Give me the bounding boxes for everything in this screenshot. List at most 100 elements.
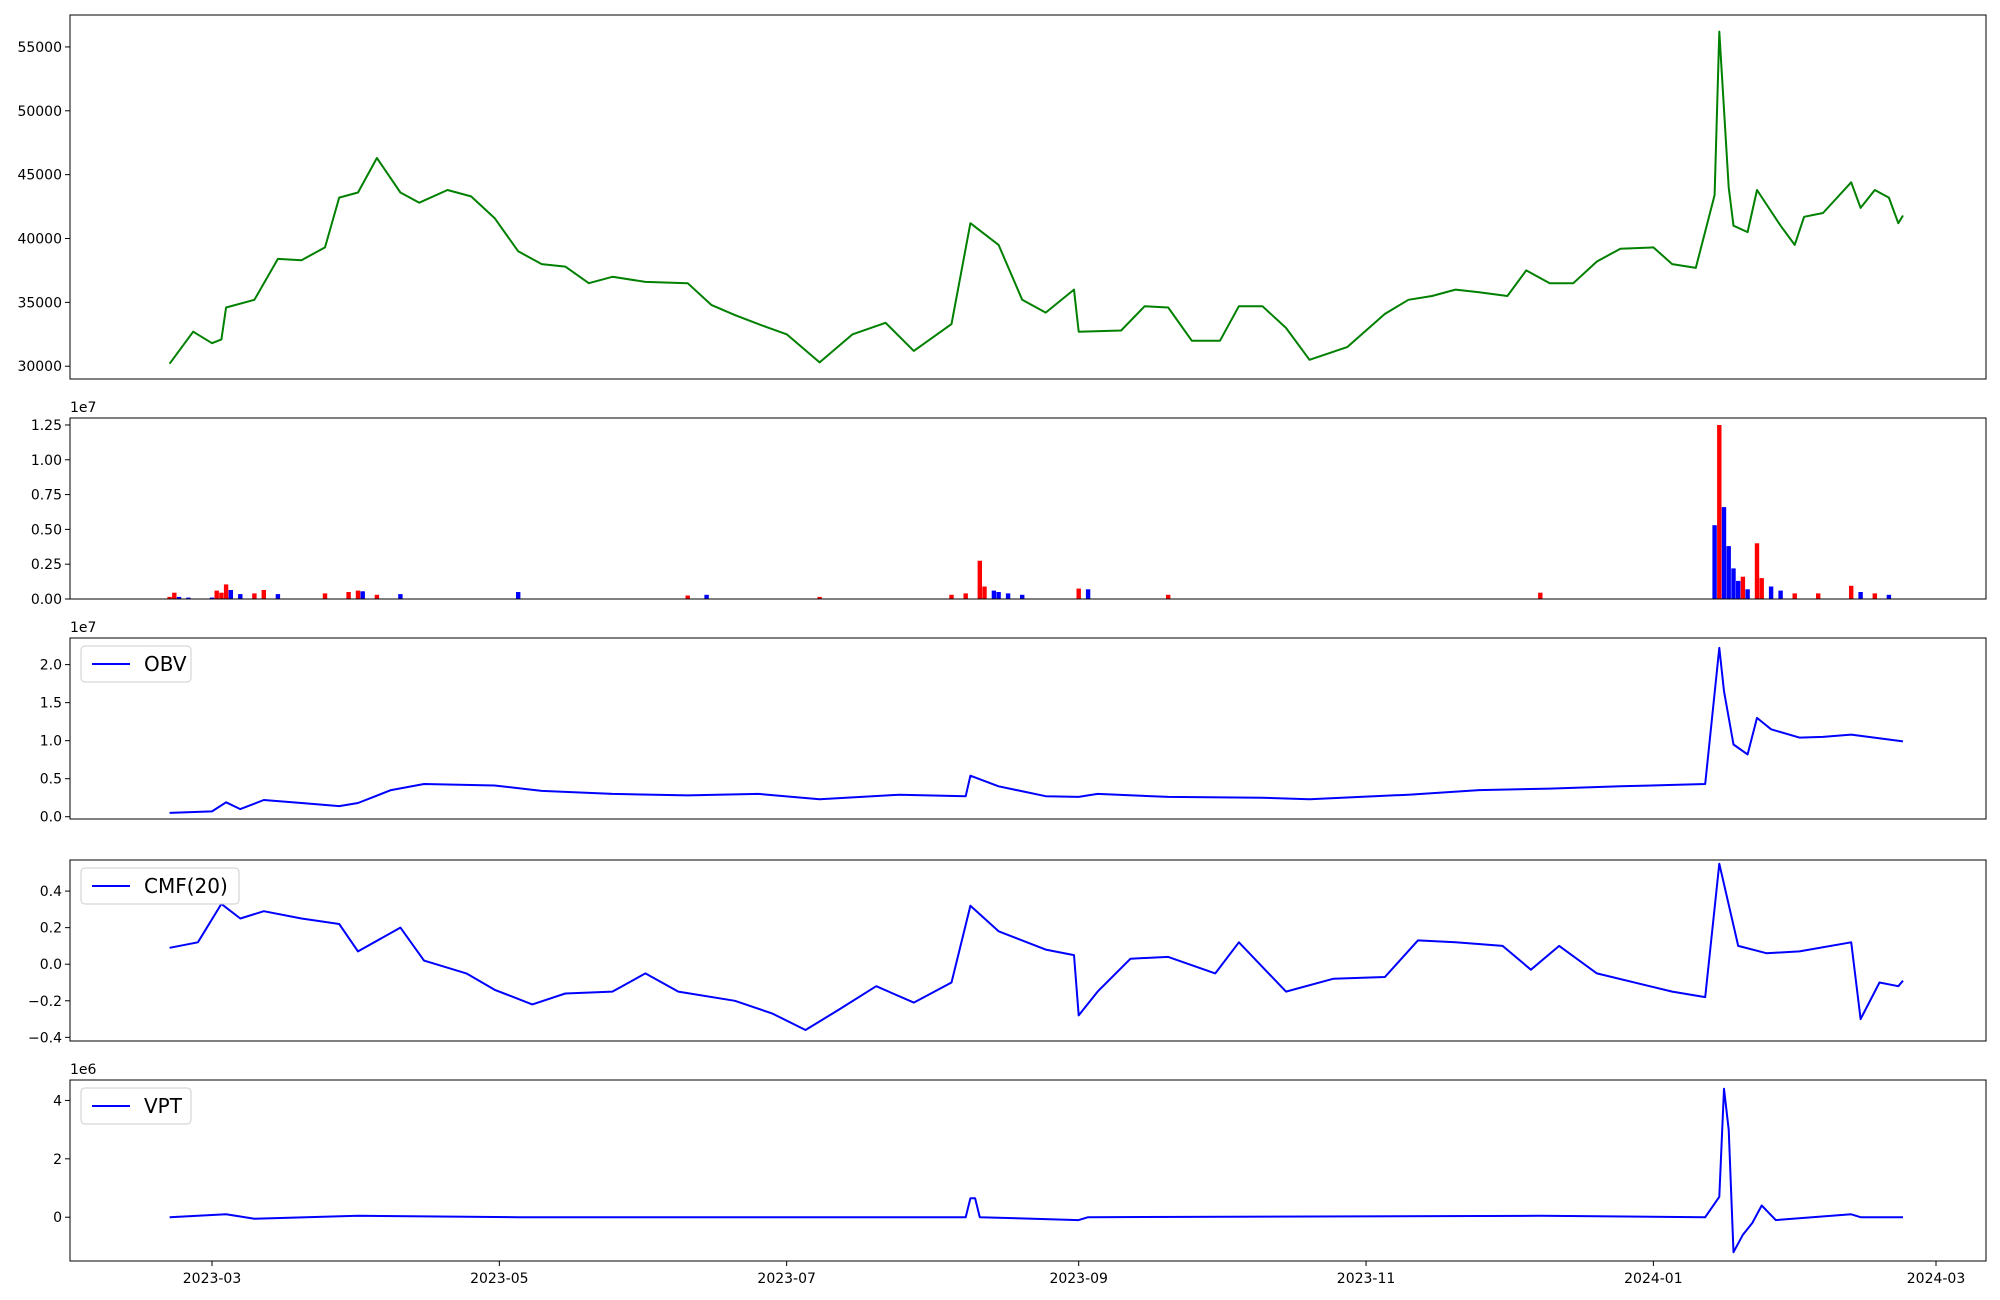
price-point [400, 192, 401, 193]
price-point [1022, 299, 1023, 300]
vpt-axis-exponent: 1e6 [70, 1062, 97, 1078]
vpt-point [965, 1217, 966, 1218]
obv-point [1771, 729, 1772, 730]
price-point [447, 189, 448, 190]
volume-bar [1538, 592, 1543, 599]
obv-point [998, 786, 999, 787]
volume-bar [982, 586, 987, 599]
cmf-point [970, 905, 971, 906]
volume-bar [1736, 580, 1741, 599]
volume-bar [991, 590, 997, 599]
cmf-point [612, 991, 613, 992]
volume-bar [977, 560, 982, 599]
cmf-ytick-label: 0.4 [40, 884, 62, 900]
cmf-point [197, 942, 198, 943]
obv-point [1733, 744, 1734, 745]
cmf-point [1860, 1019, 1861, 1020]
vpt-point [169, 1217, 170, 1218]
cmf-point [1285, 991, 1286, 992]
price-point [169, 363, 170, 364]
vpt-point [1723, 1088, 1724, 1089]
obv-point [390, 790, 391, 791]
obv-point [687, 795, 688, 796]
obv-legend-label: OBV [144, 652, 187, 676]
price-point [885, 322, 886, 323]
panel-price-plot [168, 30, 1904, 365]
vpt-point [518, 1217, 519, 1218]
obv-point [612, 793, 613, 794]
cmf-point [1417, 940, 1418, 941]
volume-bar [1085, 589, 1091, 599]
price-point [254, 299, 255, 300]
cmf-point [357, 951, 358, 952]
obv-point [1705, 783, 1706, 784]
price-point [1549, 283, 1550, 284]
vpt-point [1902, 1217, 1903, 1218]
obv-ytick-label: 1.5 [40, 696, 62, 712]
volume-bar [238, 594, 243, 599]
obv-axis-exponent: 1e7 [70, 620, 96, 636]
cmf-point [1738, 945, 1739, 946]
price-point [1728, 187, 1729, 188]
price-point [193, 331, 194, 332]
volume-bar [172, 592, 177, 599]
cmf-point [1238, 942, 1239, 943]
cmf-point [678, 991, 679, 992]
volume-bar [1717, 425, 1722, 599]
obv-legend-box [80, 645, 192, 683]
price-point [541, 264, 542, 265]
price-point [1045, 312, 1046, 313]
cmf-point [1879, 982, 1880, 983]
obv-point [1309, 799, 1310, 800]
cmf-point [1384, 976, 1385, 977]
obv-point [226, 802, 227, 803]
price-point [1384, 313, 1385, 314]
volume-bar [346, 592, 351, 599]
plot-layer [167, 30, 1904, 1254]
obv-point [1262, 797, 1263, 798]
panel-obv-plot [169, 646, 1904, 814]
volume-bar [1076, 588, 1081, 599]
price-point [913, 350, 914, 351]
cmf-point [263, 911, 264, 912]
volume-bar [167, 596, 172, 599]
cmf-point [240, 918, 241, 919]
vpt-point [1775, 1220, 1776, 1221]
vpt-point [1860, 1217, 1861, 1218]
price-point [1888, 197, 1889, 198]
cmf-point [1078, 1015, 1079, 1016]
volume-bar [398, 594, 403, 599]
price-point [588, 283, 589, 284]
cmf-point [494, 989, 495, 990]
axis-labels: 3000035000400004500050000550000.000.250.… [17, 40, 1965, 1287]
price-point [1078, 331, 1079, 332]
cmf-point [1168, 956, 1169, 957]
volume-bar [1858, 592, 1863, 599]
price-point [1073, 289, 1074, 290]
volume-ytick-label: 0.25 [31, 557, 62, 573]
price-point [1620, 248, 1621, 249]
price-point [852, 334, 853, 335]
xtick-label: 2024-01 [1624, 1271, 1683, 1287]
cmf-series-line [169, 862, 1904, 1031]
vpt-ytick-label: 2 [53, 1152, 62, 1168]
cmf-point [1719, 863, 1720, 864]
price-point [1455, 289, 1456, 290]
volume-bar [1816, 593, 1821, 599]
price-point [1573, 283, 1574, 284]
vpt-legend-box [80, 1087, 192, 1125]
panel-obv-frame [69, 637, 1987, 820]
price-point [786, 334, 787, 335]
obv-series-line [169, 646, 1904, 814]
volume-bar [1005, 593, 1011, 599]
price-point [419, 202, 420, 203]
obv-point [1479, 790, 1480, 791]
price-ytick-label: 30000 [17, 359, 62, 375]
volume-bar [1745, 589, 1750, 599]
cmf-point [1073, 955, 1074, 956]
volume-bar [1740, 576, 1746, 599]
price-point [645, 281, 646, 282]
volume-bar [275, 594, 281, 599]
price-point [1238, 306, 1239, 307]
vpt-point [970, 1198, 971, 1199]
